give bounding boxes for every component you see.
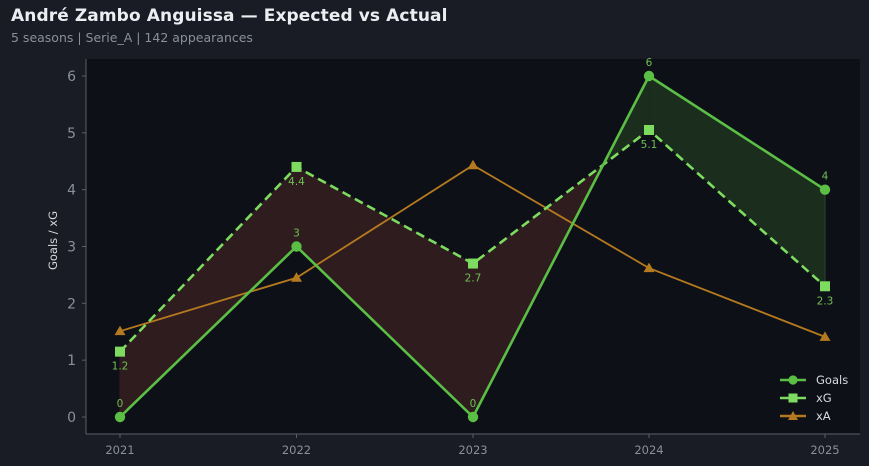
xg-marker-square	[468, 258, 478, 269]
goals-value-label: 3	[293, 228, 300, 240]
x-tick-label: 2021	[105, 443, 134, 457]
xg-marker-square	[115, 346, 125, 357]
x-tick-label: 2025	[810, 443, 839, 457]
xg-marker-square	[820, 281, 830, 292]
goals-marker-circle	[643, 70, 655, 82]
legend-item-xa: xA	[780, 409, 831, 423]
y-tick-label: 4	[67, 183, 76, 199]
legend-triangle-icon	[788, 411, 798, 420]
xg-marker-square	[291, 161, 302, 172]
goals-value-label: 6	[646, 57, 653, 69]
x-tick-label: 2022	[282, 443, 311, 457]
goals-marker-circle	[291, 241, 302, 252]
xg-value-label: 1.2	[112, 361, 129, 373]
legend-label: xA	[816, 409, 831, 423]
x-tick-label: 2023	[458, 443, 487, 457]
xg-value-label: 4.4	[288, 176, 305, 188]
legend-label: xG	[816, 391, 832, 405]
chart-title: André Zambo Anguissa — Expected vs Actua…	[11, 6, 448, 26]
y-tick-label: 0	[67, 410, 76, 426]
y-tick-label: 6	[67, 69, 76, 85]
goals-value-label: 0	[470, 398, 477, 410]
y-axis-label: Goals / xG	[46, 211, 60, 270]
series-lines	[114, 70, 831, 423]
y-tick-label: 2	[67, 296, 76, 312]
legend-item-xg: xG	[780, 391, 832, 405]
goals-marker-circle	[819, 184, 831, 195]
xa-marker-triangle	[291, 272, 302, 282]
goals-marker-circle	[114, 411, 126, 423]
goals-value-label: 0	[117, 398, 124, 410]
x-tick-label: 2024	[634, 443, 663, 457]
xa-marker-triangle	[643, 262, 655, 273]
xg-value-label: 2.7	[465, 273, 482, 285]
axes: 0 1 2 3 4 5 6 2021 2022 2023 2024 2025 Goals / xG	[46, 59, 860, 457]
legend-item-goals: Goals	[780, 373, 848, 387]
xg-marker-square	[644, 124, 654, 135]
legend-label: Goals	[816, 373, 848, 387]
legend-circle-icon	[788, 375, 798, 385]
y-tick-label: 5	[67, 126, 76, 142]
y-tick-label: 3	[67, 240, 76, 256]
xg-value-label: 5.1	[641, 139, 658, 151]
xa-marker-triangle	[467, 159, 479, 170]
xg-value-label: 2.3	[817, 295, 834, 307]
chart-subtitle: 5 seasons | Serie_A | 142 appearances	[11, 30, 253, 45]
xa-marker-triangle	[114, 325, 126, 336]
goals-marker-circle	[467, 411, 479, 423]
legend: Goals xG xA	[780, 373, 848, 423]
legend-square-icon	[788, 393, 798, 403]
point-labels: 0 3 0 6 4 1.2 4.4 2.7 5.1 2.3	[112, 57, 834, 410]
goals-value-label: 4	[822, 171, 829, 183]
xa-marker-triangle	[819, 331, 831, 341]
y-tick-label: 1	[67, 353, 76, 369]
